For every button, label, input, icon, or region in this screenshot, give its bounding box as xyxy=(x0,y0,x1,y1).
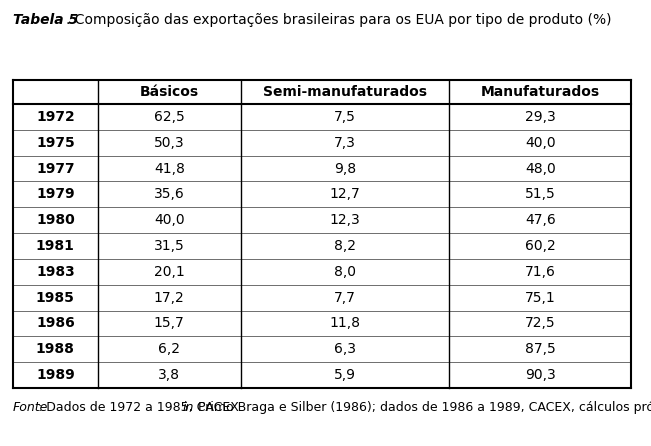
Text: in: in xyxy=(182,401,193,414)
Text: 8,0: 8,0 xyxy=(334,265,356,279)
Text: 35,6: 35,6 xyxy=(154,187,185,201)
Text: Manufaturados: Manufaturados xyxy=(481,85,600,99)
Text: 75,1: 75,1 xyxy=(525,291,556,305)
Text: 48,0: 48,0 xyxy=(525,161,556,176)
Text: 17,2: 17,2 xyxy=(154,291,185,305)
Text: 1986: 1986 xyxy=(36,317,75,330)
Text: 20,1: 20,1 xyxy=(154,265,185,279)
Text: Primo Braga e Silber (1986); dados de 1986 a 1989, CACEX, cálculos próprios.: Primo Braga e Silber (1986); dados de 19… xyxy=(194,401,651,414)
Text: 1988: 1988 xyxy=(36,342,75,356)
Text: 1980: 1980 xyxy=(36,213,75,227)
Text: Fonte: Fonte xyxy=(13,401,48,414)
Text: 8,2: 8,2 xyxy=(334,239,356,253)
Text: 1981: 1981 xyxy=(36,239,75,253)
Text: 7,3: 7,3 xyxy=(334,136,356,150)
Text: : Dados de 1972 a 1985, CACEX: : Dados de 1972 a 1985, CACEX xyxy=(38,401,243,414)
Text: 15,7: 15,7 xyxy=(154,317,185,330)
Text: . Composição das exportações brasileiras para os EUA por tipo de produto (%): . Composição das exportações brasileiras… xyxy=(66,13,612,27)
Text: 11,8: 11,8 xyxy=(329,317,361,330)
Text: 50,3: 50,3 xyxy=(154,136,185,150)
Text: 40,0: 40,0 xyxy=(525,136,556,150)
Text: 71,6: 71,6 xyxy=(525,265,556,279)
Text: 1983: 1983 xyxy=(36,265,75,279)
Text: 12,7: 12,7 xyxy=(329,187,361,201)
Text: 29,3: 29,3 xyxy=(525,110,556,124)
Text: 7,7: 7,7 xyxy=(334,291,356,305)
Text: 1979: 1979 xyxy=(36,187,75,201)
Text: 31,5: 31,5 xyxy=(154,239,185,253)
Text: Semi-manufaturados: Semi-manufaturados xyxy=(263,85,427,99)
Text: 62,5: 62,5 xyxy=(154,110,185,124)
Text: 47,6: 47,6 xyxy=(525,213,556,227)
Text: 1972: 1972 xyxy=(36,110,75,124)
Text: 12,3: 12,3 xyxy=(329,213,361,227)
Text: 6,2: 6,2 xyxy=(158,342,180,356)
Text: 9,8: 9,8 xyxy=(334,161,356,176)
Text: 60,2: 60,2 xyxy=(525,239,556,253)
Text: 1977: 1977 xyxy=(36,161,75,176)
Text: Tabela 5: Tabela 5 xyxy=(13,13,78,27)
Text: 90,3: 90,3 xyxy=(525,368,556,382)
Text: 41,8: 41,8 xyxy=(154,161,185,176)
Text: 1985: 1985 xyxy=(36,291,75,305)
Text: 40,0: 40,0 xyxy=(154,213,185,227)
Text: 72,5: 72,5 xyxy=(525,317,556,330)
Text: 1975: 1975 xyxy=(36,136,75,150)
Text: 3,8: 3,8 xyxy=(158,368,180,382)
Text: 7,5: 7,5 xyxy=(334,110,356,124)
Text: 5,9: 5,9 xyxy=(334,368,356,382)
Text: 51,5: 51,5 xyxy=(525,187,556,201)
Text: Básicos: Básicos xyxy=(140,85,199,99)
Text: 6,3: 6,3 xyxy=(334,342,356,356)
Text: 87,5: 87,5 xyxy=(525,342,556,356)
Text: 1989: 1989 xyxy=(36,368,75,382)
